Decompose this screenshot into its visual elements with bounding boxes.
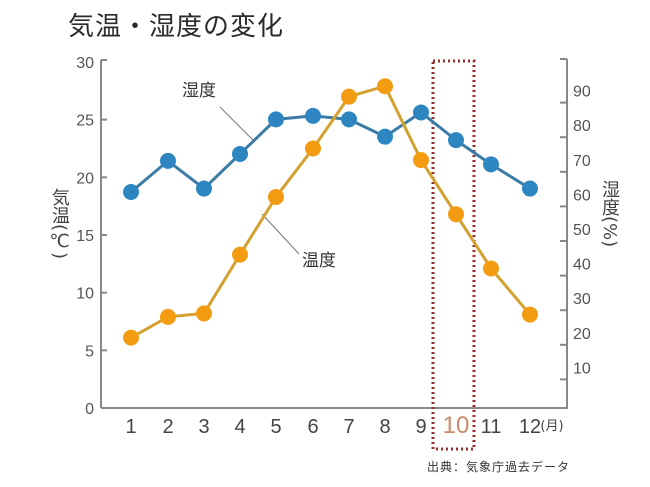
temperature-point — [483, 260, 499, 277]
right-axis-tick-label: 30 — [573, 291, 591, 308]
humidity-point — [377, 128, 393, 145]
temperature-point — [522, 306, 538, 323]
left-axis-tick-label: 5 — [85, 343, 94, 360]
humidity-point — [232, 145, 248, 162]
x-axis-tick-label: 2 — [162, 416, 173, 438]
left-axis-tick-label: 0 — [85, 401, 94, 418]
chart-title: 気温・湿度の変化 — [68, 12, 285, 42]
right-axis-tick-label: 70 — [573, 153, 591, 170]
x-axis-tick-label: 7 — [343, 416, 354, 438]
humidity-point — [522, 180, 538, 197]
right-axis-tick-label: 20 — [573, 326, 591, 343]
temperature-point — [448, 206, 464, 223]
source-note: 出典：気象庁過去データ — [427, 460, 571, 474]
temperature-point — [196, 305, 212, 322]
temperature-callout-label: 温度 — [301, 246, 337, 271]
right-axis-title: 湿度(%) — [599, 180, 620, 248]
temperature-point — [413, 152, 429, 169]
temperature-point — [377, 78, 393, 95]
humidity-callout-label: 湿度 — [181, 76, 217, 101]
left-axis-title: 気温(℃) — [49, 188, 70, 260]
x-axis-tick-label: 11 — [481, 416, 502, 438]
humidity-callout-line — [219, 106, 255, 142]
x-axis-tick-label: 1 — [125, 416, 136, 438]
humidity-point — [341, 111, 357, 128]
humidity-point — [160, 152, 176, 169]
humidity-point — [268, 111, 284, 128]
temperature-point — [341, 88, 357, 105]
humidity-point — [123, 184, 139, 201]
humidity-point — [305, 107, 321, 124]
x-axis-tick-label: 5 — [270, 416, 281, 438]
left-axis-tick-label: 25 — [76, 113, 94, 130]
temperature-callout-line — [261, 213, 300, 255]
temperature-line — [130, 84, 532, 339]
x-axis-tick-label: 8 — [379, 416, 390, 438]
x-axis-tick-label: 12 — [519, 416, 541, 438]
left-axis-tick-label: 30 — [76, 55, 94, 72]
left-axis-tick-label: 20 — [76, 170, 94, 187]
temperature-point — [123, 329, 139, 346]
right-axis-tick-label: 10 — [573, 360, 591, 377]
humidity-point — [413, 104, 429, 121]
right-axis-tick-label: 60 — [573, 187, 591, 204]
x-axis-tick-label: 6 — [307, 416, 318, 438]
humidity-point — [483, 156, 499, 173]
x-axis-tick-label: 3 — [198, 416, 209, 438]
temperature-point — [160, 308, 176, 325]
right-axis-tick-label: 40 — [573, 257, 591, 274]
left-axis-tick-label: 15 — [76, 228, 94, 245]
left-axis-tick-label: 10 — [76, 286, 94, 303]
highlight-box-month-10 — [431, 59, 476, 451]
humidity-point — [448, 132, 464, 149]
x-axis-tick-label: 4 — [234, 416, 245, 438]
right-axis-tick-label: 50 — [573, 222, 591, 239]
temperature-point — [268, 188, 284, 205]
right-axis-tick-label: 90 — [573, 84, 591, 101]
humidity-point — [196, 180, 212, 197]
x-axis-tick-label: 9 — [415, 416, 426, 438]
x-axis-unit: (月) — [540, 419, 563, 434]
right-axis-tick-label: 80 — [573, 118, 591, 135]
x-axis-tick-label: 10 — [443, 412, 470, 439]
temperature-point — [232, 246, 248, 263]
temperature-point — [305, 140, 321, 157]
